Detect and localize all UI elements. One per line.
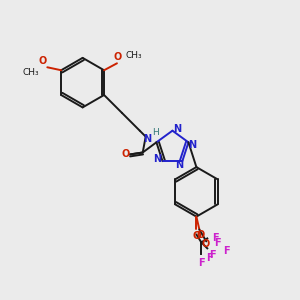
Text: F: F: [212, 233, 219, 243]
Text: N: N: [173, 124, 181, 134]
Text: O: O: [196, 230, 205, 241]
Text: O: O: [38, 56, 46, 66]
Text: O: O: [122, 149, 130, 160]
Text: F: F: [206, 253, 213, 263]
Text: N: N: [188, 140, 196, 150]
Text: N: N: [175, 160, 183, 170]
Text: F: F: [214, 238, 221, 248]
Text: N: N: [144, 134, 152, 144]
Text: F: F: [198, 258, 205, 268]
Text: CH₃: CH₃: [126, 51, 142, 60]
Text: O: O: [201, 239, 209, 249]
Text: O: O: [114, 52, 122, 62]
Text: N: N: [154, 154, 162, 164]
Text: F: F: [209, 250, 216, 260]
Text: H: H: [152, 128, 159, 137]
Text: O: O: [192, 232, 201, 242]
Text: F: F: [223, 246, 230, 256]
Text: CH₃: CH₃: [23, 68, 39, 77]
